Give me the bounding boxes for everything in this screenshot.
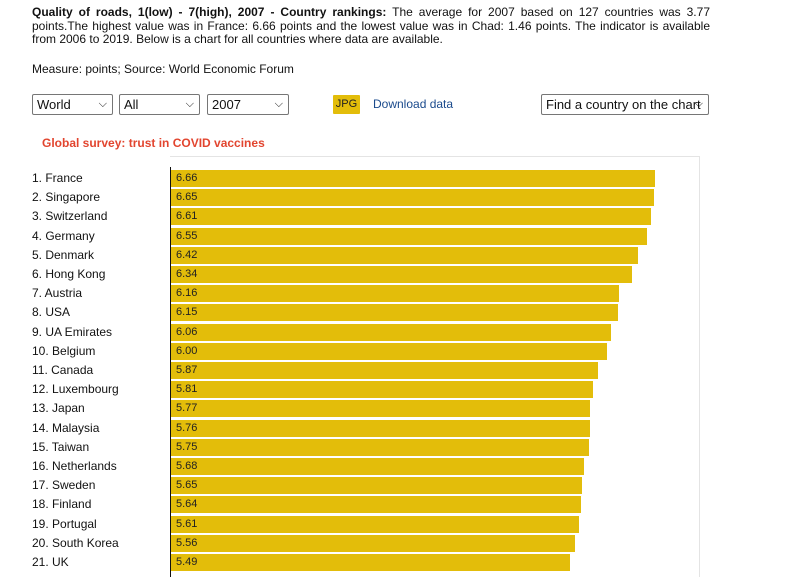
jpg-button[interactable]: JPG [333,95,360,114]
category-label: 15. Taiwan [32,439,90,454]
chart-title: Global survey: trust in COVID vaccines [42,136,265,150]
bar[interactable]: 6.66 [171,170,655,187]
bar[interactable]: 6.42 [171,246,638,264]
category-label: 17. Sweden [32,478,96,493]
bar[interactable]: 6.65 [171,189,655,207]
category-label: 18. Finland [32,497,92,512]
category-label: 14. Malaysia [32,420,100,435]
bar[interactable]: 6.00 [171,342,608,360]
bar[interactable]: 5.77 [171,400,591,418]
intro-text: The average for 2007 based on 127 countr… [32,5,710,46]
bar[interactable]: 6.15 [171,304,618,322]
bar[interactable]: 6.61 [171,208,652,226]
bar-value-label: 6.06 [176,325,198,338]
category-label: 5. Denmark [32,247,95,262]
bar-value-label: 6.66 [176,172,198,184]
bar-value-label: 6.15 [176,306,198,319]
bar[interactable]: 5.56 [171,534,576,552]
chevron-down-icon: ⌵ [185,98,194,110]
bar-value-label: 5.76 [176,421,198,434]
bar[interactable]: 5.65 [171,477,582,495]
bar-value-label: 6.34 [176,268,198,280]
bar[interactable]: 5.61 [171,515,579,533]
bar[interactable]: 6.16 [171,285,619,303]
region-select-value: World [37,97,71,112]
bar[interactable]: 5.87 [171,362,598,379]
bar[interactable]: 6.55 [171,227,647,245]
bar[interactable]: 5.81 [171,381,594,399]
region-select[interactable]: World ⌵ [32,94,113,115]
category-label: 7. Austria [32,286,83,301]
category-label: 11. Canada [32,363,94,377]
chevron-down-icon: ⌵ [274,98,283,110]
find-country-select-value: Find a country on the chart [546,97,701,112]
category-label: 3. Switzerland [32,209,108,224]
group-select-value: All [124,97,139,112]
bar[interactable]: 5.49 [171,554,570,571]
download-data-link[interactable]: Download data [373,97,454,111]
find-country-select[interactable]: Find a country on the chart ⌵ [541,94,709,115]
bar-value-label: 6.65 [176,191,198,204]
bar-value-label: 6.16 [176,287,198,300]
measure-source: Measure: points; Source: World Economic … [32,62,294,76]
bar-value-label: 6.42 [176,248,198,261]
bar-value-label: 6.00 [176,344,198,357]
bar[interactable]: 6.06 [171,323,612,341]
chart-axis-line [170,167,171,577]
category-label: 9. UA Emirates [32,324,113,339]
bar[interactable]: 5.75 [171,438,589,456]
bar-value-label: 5.68 [176,460,198,472]
category-label: 6. Hong Kong [32,267,106,281]
category-label: 2. Singapore [32,190,101,205]
bar-value-label: 5.64 [176,498,198,511]
bar-value-label: 5.56 [176,536,198,549]
category-label: 21. UK [32,555,69,569]
category-label: 8. USA [32,305,71,320]
year-select-value: 2007 [212,97,241,112]
category-label: 16. Netherlands [32,459,117,473]
bar[interactable]: 5.76 [171,419,590,437]
category-label: 1. France [32,171,83,185]
bar-value-label: 5.65 [176,479,198,492]
bar-value-label: 5.77 [176,402,198,415]
bar-value-label: 5.75 [176,440,198,453]
category-label: 13. Japan [32,401,85,416]
bar-value-label: 6.55 [176,229,198,242]
year-select[interactable]: 2007 ⌵ [207,94,289,115]
bar-value-label: 6.61 [176,210,198,223]
category-label: 10. Belgium [32,343,96,358]
category-label: 12. Luxembourg [32,382,119,397]
bar-value-label: 5.87 [176,364,198,376]
category-label: 4. Germany [32,228,95,243]
bar-value-label: 5.61 [176,517,198,530]
category-label: 20. South Korea [32,535,119,550]
chevron-down-icon: ⌵ [694,98,703,110]
chart-area [170,156,700,577]
intro-title: Quality of roads, 1(low) - 7(high), 2007… [32,5,387,19]
category-label: 19. Portugal [32,516,97,531]
bar-value-label: 5.49 [176,556,198,568]
group-select[interactable]: All ⌵ [119,94,200,115]
bar[interactable]: 5.68 [171,458,584,475]
intro-paragraph: Quality of roads, 1(low) - 7(high), 2007… [32,5,710,47]
bar[interactable]: 6.34 [171,266,632,283]
chevron-down-icon: ⌵ [98,98,107,110]
bar-value-label: 5.81 [176,383,198,396]
bar[interactable]: 5.64 [171,496,581,514]
